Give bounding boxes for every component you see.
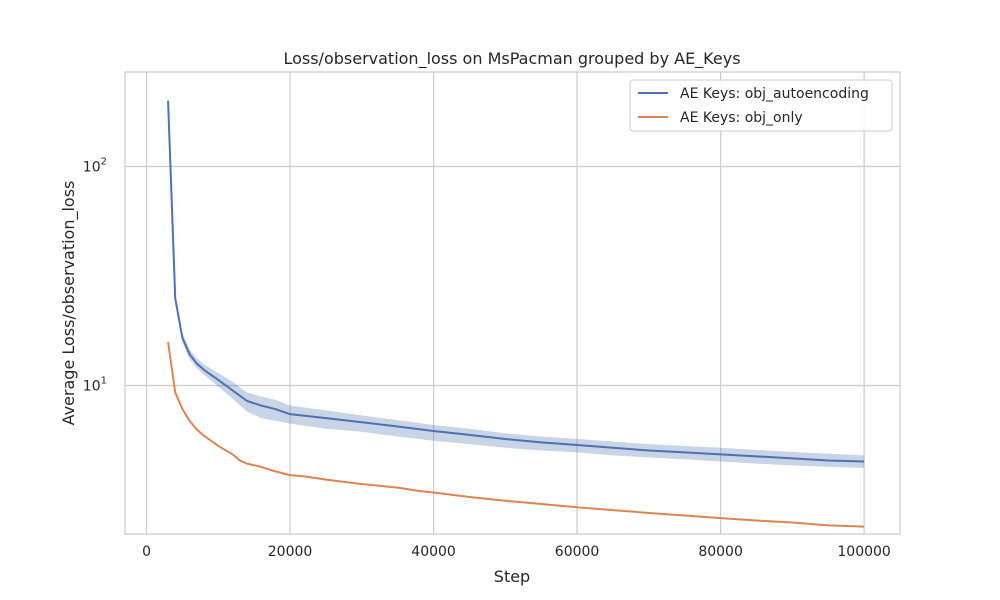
y-tick-base: 10 [83,159,101,175]
legend: AE Keys: obj_autoencoding AE Keys: obj_o… [629,79,893,132]
y-tick-exponent: 1 [101,376,107,387]
x-tick-label: 0 [142,544,151,560]
x-axis-label: Step [494,567,530,586]
plot-frame [124,71,901,535]
x-tick-label: 100000 [837,544,890,560]
series-line-obj-only [167,341,865,528]
legend-label-obj-autoencoding: AE Keys: obj_autoencoding [680,86,869,102]
series-line-obj-autoencoding [167,100,865,463]
y-tick-base: 10 [83,379,101,395]
series-lines [167,100,865,528]
x-tick-label: 20000 [268,544,313,560]
x-axis-ticks: 0 20000 40000 60000 80000 100000 [142,544,891,560]
chart-title: Loss/observation_loss on MsPacman groupe… [283,49,740,69]
grid [125,72,900,534]
legend-box [629,79,893,132]
x-tick-label: 40000 [411,544,456,560]
x-tick-label: 80000 [698,544,743,560]
legend-label-obj-only: AE Keys: obj_only [680,110,803,126]
y-tick-label: 101 [83,376,107,395]
y-tick-exponent: 2 [101,156,107,167]
x-tick-label: 60000 [555,544,600,560]
y-axis-label: Average Loss/observation_loss [59,181,79,426]
y-tick-label: 102 [83,156,107,175]
